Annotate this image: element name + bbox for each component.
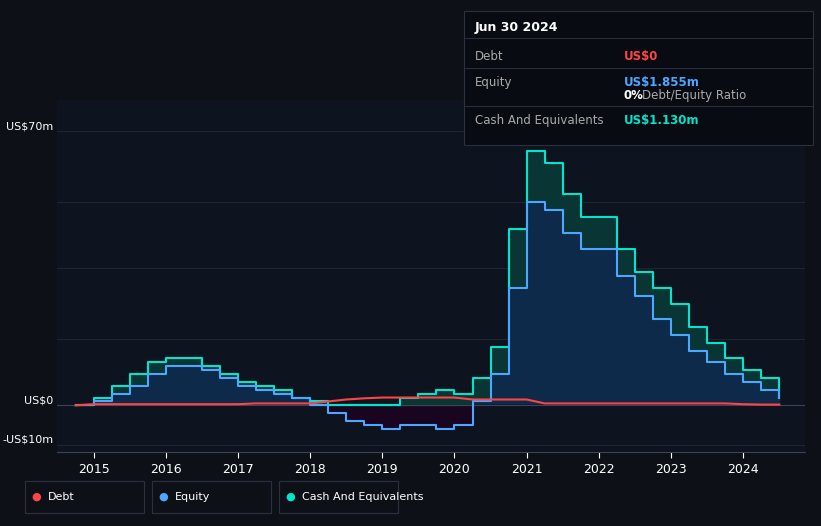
Text: ●: ● [158,492,168,502]
Text: -US$10m: -US$10m [2,434,53,444]
Text: Equity: Equity [475,76,512,89]
Text: ●: ● [31,492,41,502]
Text: Jun 30 2024: Jun 30 2024 [475,21,558,34]
Text: Debt/Equity Ratio: Debt/Equity Ratio [642,89,746,102]
Text: Cash And Equivalents: Cash And Equivalents [475,115,603,127]
Text: US$1.855m: US$1.855m [624,76,699,89]
Text: Debt: Debt [475,50,503,63]
Text: 0%: 0% [624,89,644,102]
Text: US$1.130m: US$1.130m [624,115,699,127]
Text: US$0: US$0 [25,396,53,406]
Text: Debt: Debt [48,492,75,502]
Text: Cash And Equivalents: Cash And Equivalents [302,492,424,502]
Text: Equity: Equity [175,492,210,502]
Text: US$70m: US$70m [7,122,53,132]
Text: US$0: US$0 [624,50,658,63]
Text: ●: ● [286,492,296,502]
